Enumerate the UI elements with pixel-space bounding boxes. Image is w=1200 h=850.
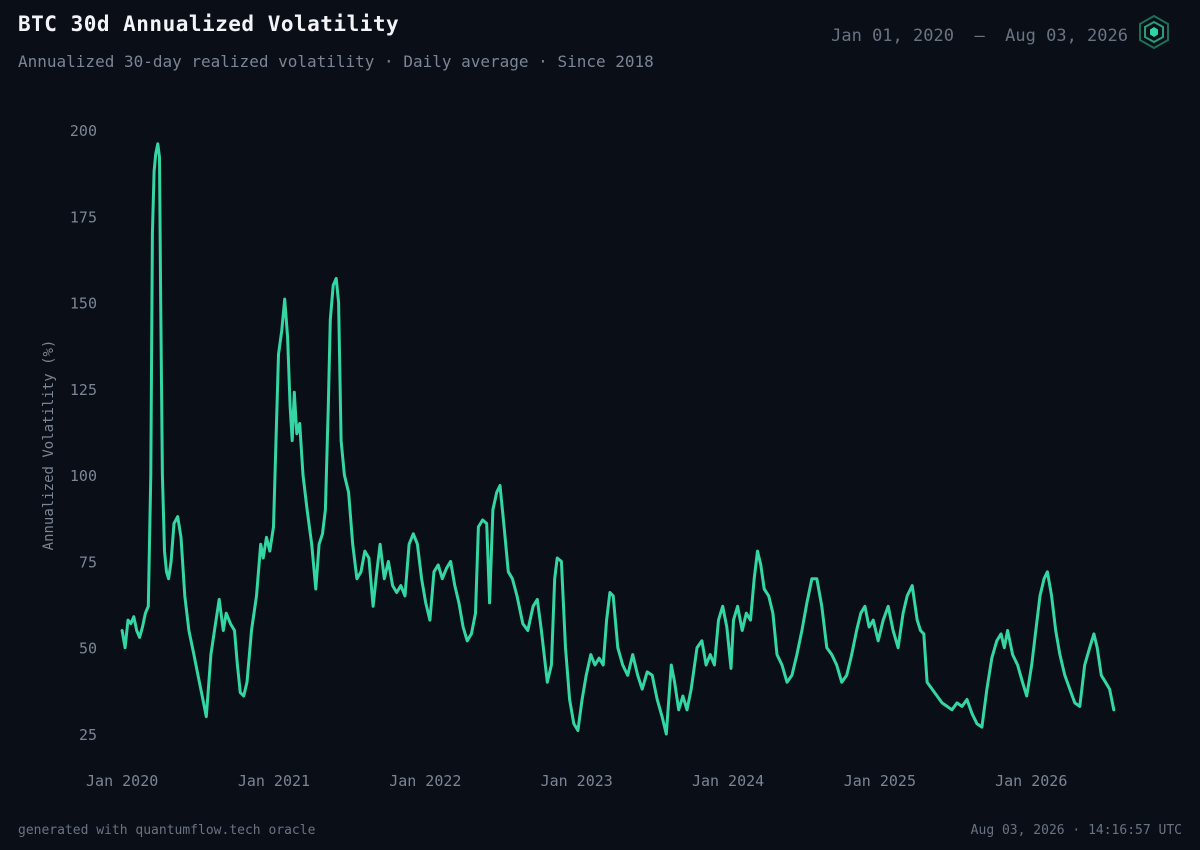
- y-tick-label: 125: [70, 381, 97, 399]
- date-end: Aug 03, 2026: [1005, 26, 1128, 46]
- footer-timestamp: Aug 03, 2026 · 14:16:57 UTC: [970, 823, 1182, 838]
- y-tick-label: 200: [70, 122, 97, 140]
- x-tick-label: Jan 2025: [844, 772, 916, 790]
- y-tick-labels: 200 175 150 125 100 75 50 25: [70, 122, 97, 744]
- y-tick-label: 175: [70, 208, 97, 226]
- y-axis-label: Annualized Volatility (%): [41, 340, 57, 551]
- x-tick-label: Jan 2020: [86, 772, 158, 790]
- y-tick-label: 75: [79, 553, 97, 571]
- hexagon-logo-icon: [1139, 14, 1169, 50]
- y-tick-label: 100: [70, 467, 97, 485]
- x-tick-label: Jan 2023: [541, 772, 613, 790]
- chart-subtitle: Annualized 30-day realized volatility · …: [18, 52, 654, 71]
- footer-generator: generated with quantumflow.tech oracle: [18, 823, 316, 838]
- x-tick-label: Jan 2021: [238, 772, 310, 790]
- chart-title: BTC 30d Annualized Volatility: [18, 12, 400, 36]
- date-separator: —: [974, 26, 985, 46]
- y-tick-label: 25: [79, 726, 97, 744]
- date-start: Jan 01, 2020: [831, 26, 954, 46]
- x-tick-label: Jan 2024: [692, 772, 764, 790]
- y-tick-label: 150: [70, 295, 97, 313]
- series-line: [120, 142, 1116, 736]
- y-tick-label: 50: [79, 640, 97, 658]
- x-tick-labels: Jan 2020 Jan 2021 Jan 2022 Jan 2023 Jan 2024…: [86, 772, 1067, 790]
- date-range: Jan 01, 2020 — Aug 03, 2026: [831, 26, 1128, 46]
- x-tick-label: Jan 2026: [995, 772, 1067, 790]
- x-tick-label: Jan 2022: [389, 772, 461, 790]
